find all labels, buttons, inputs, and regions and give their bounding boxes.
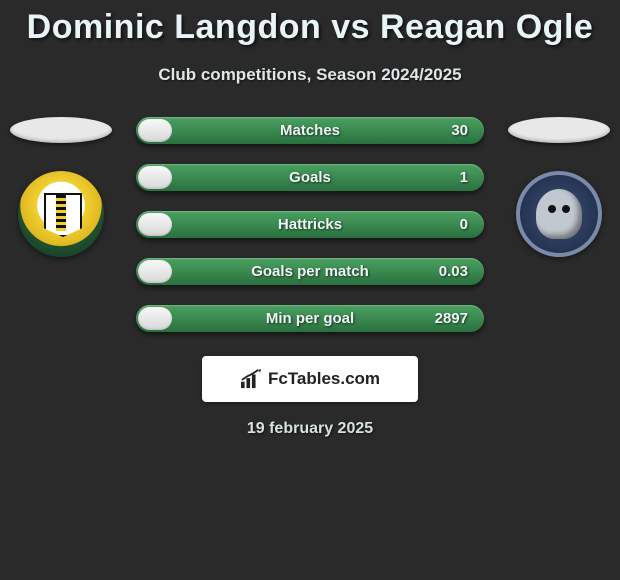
main-row: Matches 30 Goals 1 Hattricks 0 Goals per… [0,117,620,332]
attribution-badge[interactable]: FcTables.com [202,356,418,402]
left-club-crest [18,171,104,257]
left-player-column [6,117,116,257]
right-club-crest [516,171,602,257]
subtitle: Club competitions, Season 2024/2025 [0,65,620,85]
right-marker-ellipse [508,117,610,143]
stat-value: 30 [451,122,468,139]
stat-bars: Matches 30 Goals 1 Hattricks 0 Goals per… [116,117,504,332]
stat-row-goals-per-match: Goals per match 0.03 [136,258,484,285]
stat-row-goals: Goals 1 [136,164,484,191]
stat-value: 2897 [435,310,468,327]
page-title: Dominic Langdon vs Reagan Ogle [0,8,620,47]
stat-label: Min per goal [266,310,354,327]
chart-icon [240,369,262,389]
attribution-text: FcTables.com [268,369,380,389]
comparison-card: Dominic Langdon vs Reagan Ogle Club comp… [0,0,620,438]
right-player-column [504,117,614,257]
stat-label: Hattricks [278,216,342,233]
stat-value: 1 [460,169,468,186]
left-marker-ellipse [10,117,112,143]
stat-label: Matches [280,122,340,139]
stat-label: Goals [289,169,331,186]
stat-value: 0.03 [439,263,468,280]
stat-label: Goals per match [251,263,369,280]
stat-value: 0 [460,216,468,233]
stat-row-matches: Matches 30 [136,117,484,144]
date-text: 19 february 2025 [0,420,620,438]
stat-row-min-per-goal: Min per goal 2897 [136,305,484,332]
stat-row-hattricks: Hattricks 0 [136,211,484,238]
